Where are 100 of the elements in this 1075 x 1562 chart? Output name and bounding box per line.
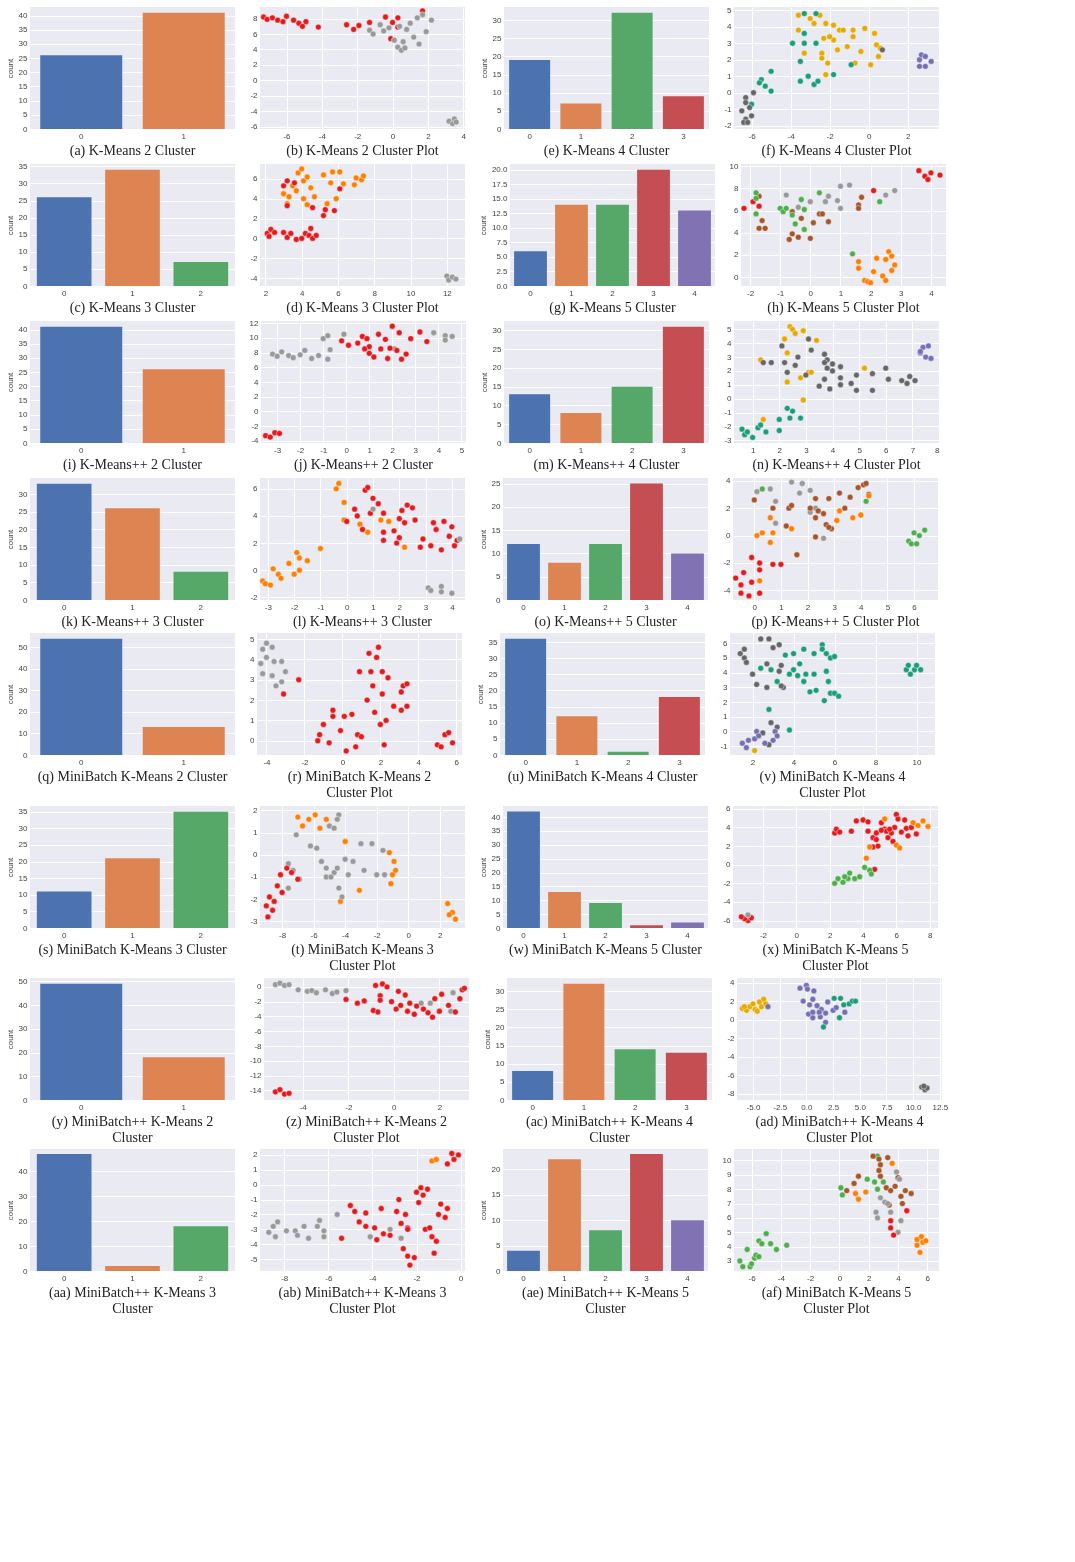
y-tick-label: 25 [18,367,29,377]
text: (s) MiniBatch K-Means 3 Cluster [38,942,227,958]
x-tick-label: 7.5 [881,1102,894,1112]
x-tick-label: -6 [325,1273,333,1283]
y-tick-label: 2 [253,538,259,548]
y-tick-label: 10 [729,161,740,171]
x-tick-label: 1 [581,1102,587,1112]
y-tick-label: 20 [492,363,503,373]
x-tick-label: 0 [521,602,527,612]
y-axis-title: count [5,57,15,79]
x-tick-label: 1 [130,288,136,298]
x-tick-label: -2 [354,131,362,141]
text: (r) MiniBatch K-Means 2 Cluster Plot [287,769,432,800]
text: (ae) MiniBatch++ K-Means 5 Cluster [521,1285,690,1316]
y-tick-label: -2 [250,592,259,602]
y-tick-label: 2 [254,392,260,402]
x-tick-label: -4 [787,131,796,141]
y-tick-label: 0 [253,850,259,860]
y-tick-label: 4 [253,194,259,204]
text: (f) K-Means 4 Cluster Plot [761,143,912,159]
y-tick-label: 0 [257,982,263,992]
x-tick-label: 1 [130,1273,136,1283]
x-tick-label: 0 [458,1273,464,1283]
x-tick-label: 1 [181,445,187,455]
y-tick-label: 40 [18,1166,29,1176]
y-tick-label: 2 [723,697,729,707]
y-tick-label: 4 [734,228,740,238]
y-tick-label: 2 [253,214,259,224]
y-tick-label: 10 [249,333,260,343]
x-tick-label: -2 [759,930,768,940]
x-tick-label: 2 [397,602,403,612]
y-tick-label: 20 [18,67,29,77]
y-tick-label: 6 [254,362,260,372]
x-tick-label: 1 [838,288,844,298]
x-tick-label: 1 [367,445,373,455]
y-tick-label: 0 [496,595,502,605]
y-tick-label: -3 [250,916,259,926]
y-tick-label: 20 [18,524,29,534]
y-tick-label: 20 [488,685,499,695]
y-tick-label: -4 [251,436,260,446]
y-tick-label: 10 [18,560,29,570]
y-axis-title: count [479,57,489,79]
y-tick-label: 6 [253,29,259,39]
x-tick-label: -2 [301,757,310,767]
y-tick-label: 10.0 [491,223,509,233]
y-tick-label: 5 [493,734,499,744]
y-tick-label: -4 [723,897,732,907]
y-tick-label: -2 [727,1033,736,1043]
text: (q) MiniBatch K-Means 2 Cluster [37,769,228,785]
y-tick-label: 10 [495,1059,506,1069]
y-tick-label: 5 [727,1227,733,1237]
x-tick-label: -4 [342,930,350,940]
y-tick-label: 4 [253,44,259,54]
x-tick-label: 0 [79,131,85,141]
x-tick-label: 2 [438,930,444,940]
y-tick-label: -2 [723,878,732,888]
y-tick-label: 20 [491,1164,502,1174]
x-tick-label: 4 [830,445,836,455]
y-tick-label: 2 [730,996,736,1006]
y-tick-label: 9 [727,1170,733,1180]
x-tick-label: 1 [371,602,377,612]
x-tick-label: 3 [804,445,810,455]
x-tick-label: 10 [406,288,417,298]
y-tick-label: 15 [492,382,503,392]
y-tick-label: 0 [496,1266,502,1276]
x-tick-label: 2 [390,445,396,455]
y-tick-label: 0 [727,394,733,404]
y-tick-label: 15 [18,873,29,883]
y-tick-label: 30 [18,1191,29,1201]
x-tick-label: -4 [318,131,327,141]
x-tick-label: 3 [684,1102,690,1112]
x-tick-label: 1 [562,1273,568,1283]
x-tick-label: 2 [629,445,635,455]
text: (m) K-Means++ 4 Cluster [533,457,680,473]
y-tick-label: 25 [492,33,503,43]
y-tick-label: -1 [724,408,733,417]
x-tick-label: 1 [750,445,756,455]
y-tick-label: 30 [492,15,503,25]
y-tick-label: 25 [495,1004,506,1014]
y-axis-title: count [5,1199,15,1221]
y-tick-label: 5 [23,110,29,120]
x-tick-label: -2.5 [773,1102,788,1112]
x-tick-label: -2 [826,131,835,141]
x-tick-label: 4 [791,757,797,767]
x-tick-label: 5.0 [854,1102,867,1112]
y-tick-label: 5 [250,634,256,644]
x-tick-label: 6 [884,445,890,455]
y-tick-label: 0.0 [496,281,509,291]
x-tick-label: 8 [372,288,378,298]
y-tick-label: 30 [18,353,29,363]
x-tick-label: 3 [644,930,650,940]
y-tick-label: 0 [726,860,732,870]
y-axis-title: count [475,683,485,705]
x-tick-label: 8 [935,445,941,455]
x-tick-label: 4 [685,930,691,940]
x-tick-label: 6 [336,288,342,298]
y-tick-label: -2 [250,253,259,263]
y-tick-label: 12.5 [491,208,509,218]
x-tick-label: 3 [644,602,650,612]
y-tick-label: 4 [730,978,736,988]
